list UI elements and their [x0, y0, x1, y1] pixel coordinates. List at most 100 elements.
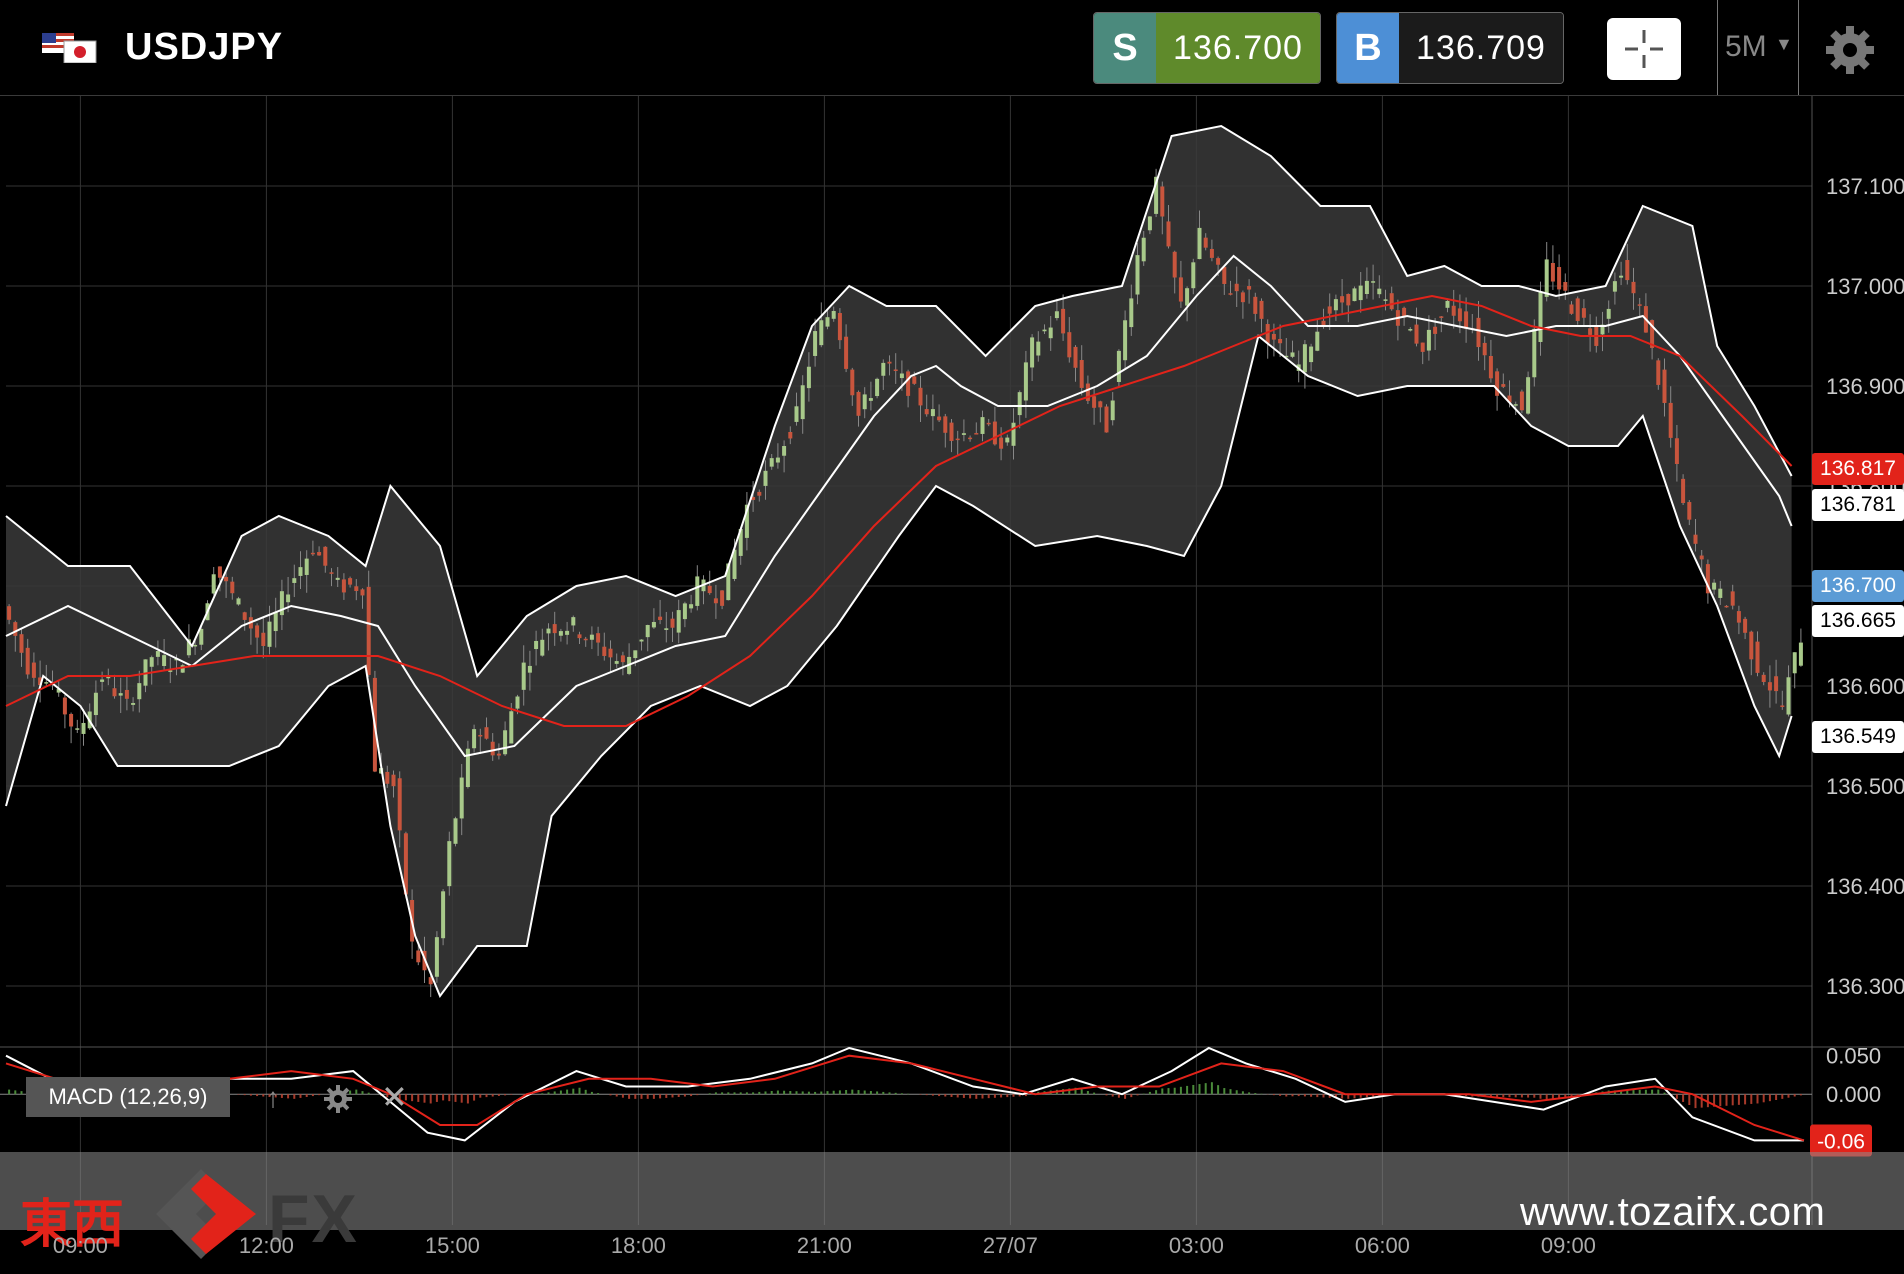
candle-body: [279, 591, 284, 616]
candle-body: [571, 617, 576, 626]
divider: [1798, 0, 1799, 95]
candle-body: [664, 628, 669, 630]
candle-body: [757, 491, 762, 496]
candle-body: [1749, 631, 1754, 660]
buy-button[interactable]: B 136.709: [1336, 12, 1564, 84]
candle-body: [1011, 422, 1016, 446]
candle-body: [1681, 478, 1686, 504]
candle-body: [1327, 306, 1332, 314]
candle-body: [1005, 437, 1010, 443]
candle-body: [583, 638, 588, 641]
timeframe-label: 5M: [1725, 30, 1767, 63]
sell-button[interactable]: S 136.700: [1093, 12, 1321, 84]
candle-body: [1674, 438, 1679, 464]
candle-body: [1519, 391, 1524, 411]
candle-body: [800, 385, 805, 420]
candle-body: [354, 586, 359, 591]
indicator-lines: [5, 124, 1793, 999]
candle-body: [273, 611, 278, 632]
candle-body: [639, 639, 644, 642]
price-marker-tag: 136.549: [1812, 721, 1904, 753]
candle-body: [1705, 564, 1710, 594]
candle-body: [1371, 281, 1376, 283]
candle-body: [453, 818, 458, 844]
candle-body: [255, 625, 260, 638]
candle-body: [955, 438, 960, 441]
candle-body: [1451, 305, 1456, 316]
candle-body: [329, 572, 334, 574]
candle-body: [236, 598, 241, 605]
candle-body: [1724, 605, 1729, 608]
candle-body: [1513, 404, 1518, 406]
moving-average-line: [5, 294, 1793, 727]
candle-body: [1240, 292, 1245, 303]
candle-body: [155, 651, 160, 657]
candle-body: [1588, 328, 1593, 335]
candle-body: [831, 310, 836, 319]
candle-body: [1364, 280, 1369, 294]
candle-body: [1054, 311, 1059, 319]
candle-body: [118, 693, 123, 696]
candle-body: [899, 373, 904, 379]
candle-body: [633, 650, 638, 659]
candle-body: [608, 648, 613, 658]
gear-icon[interactable]: [323, 1084, 353, 1114]
candle-body: [1389, 293, 1394, 310]
chevron-down-icon: ▼: [1775, 34, 1793, 54]
macd-indicator-label[interactable]: MACD (12,26,9): [26, 1077, 230, 1117]
crosshair-button[interactable]: [1607, 18, 1681, 80]
close-icon[interactable]: ✕: [381, 1079, 408, 1115]
candle-body: [1154, 176, 1159, 214]
candle-body: [515, 696, 520, 709]
candle-body: [261, 632, 266, 647]
candle-body: [1023, 362, 1028, 401]
bollinger-fill: [6, 126, 1792, 996]
candle-body: [794, 406, 799, 422]
candle-body: [695, 576, 700, 606]
candle-body: [503, 730, 508, 755]
x-tick-label: 03:00: [1168, 1233, 1224, 1258]
candle-body: [813, 331, 818, 356]
macd-signal-line: [5, 1054, 1805, 1142]
bollinger-bands: [6, 126, 1792, 996]
candle-body: [341, 579, 346, 593]
candle-body: [862, 394, 867, 410]
candle-body: [1402, 307, 1407, 318]
timeframe-dropdown[interactable]: 5M ▼: [1725, 30, 1793, 64]
candle-body: [1445, 300, 1450, 308]
candle-body: [1178, 277, 1183, 302]
candle-body: [1160, 186, 1165, 217]
candle-body: [428, 977, 433, 985]
candle-body: [887, 361, 892, 364]
candle-body: [1798, 642, 1803, 666]
candle-body: [763, 470, 768, 486]
candle-body: [1104, 406, 1109, 433]
gear-icon[interactable]: [1822, 22, 1878, 78]
candle-body: [930, 409, 935, 417]
candle-body: [1426, 329, 1431, 351]
candle-body: [1662, 369, 1667, 403]
candle-body: [1774, 676, 1779, 692]
candle-body: [1457, 308, 1462, 322]
candle-body: [13, 622, 18, 636]
candle-body: [509, 711, 514, 744]
candle-body: [38, 677, 43, 685]
candle-body: [1098, 401, 1103, 408]
candle-body: [806, 366, 811, 389]
arrow-up-icon[interactable]: ↑: [266, 1082, 280, 1113]
candle-body: [124, 689, 129, 699]
candle-body: [447, 841, 452, 887]
candle-body: [658, 616, 663, 621]
candle-body: [837, 313, 842, 341]
bollinger-lower-line: [5, 334, 1793, 999]
instrument-symbol[interactable]: USDJPY: [125, 26, 284, 68]
candle-body: [1792, 652, 1797, 674]
candle-body: [186, 639, 191, 656]
brand-logo: [156, 1169, 256, 1259]
candle-body: [912, 376, 917, 384]
candle-body: [403, 833, 408, 895]
candle-body: [1612, 281, 1617, 292]
candle-body: [1321, 320, 1326, 326]
candle-body: [1340, 296, 1345, 303]
